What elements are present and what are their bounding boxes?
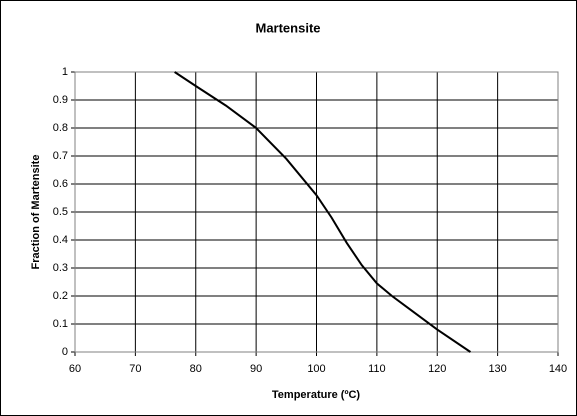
- y-tick-label: 0.9: [53, 94, 68, 106]
- x-tick-label: 120: [428, 363, 446, 375]
- y-axis-label: Fraction of Martensite: [30, 155, 42, 270]
- x-tick-label: 80: [190, 363, 202, 375]
- x-tick-label: 70: [129, 363, 141, 375]
- y-tick-label: 0.3: [53, 262, 68, 274]
- data-line: [174, 71, 472, 353]
- y-tick-label: 0.4: [53, 234, 68, 246]
- y-tick-label: 0.7: [53, 150, 68, 162]
- chart-title: Martensite: [255, 20, 320, 35]
- x-tick-label: 90: [250, 363, 262, 375]
- x-tick-label: 140: [549, 363, 567, 375]
- y-tick-label: 0.8: [53, 122, 68, 134]
- y-tick-label: 0.5: [53, 206, 68, 218]
- y-tick-label: 0.6: [53, 178, 68, 190]
- x-tick-label: 100: [307, 363, 325, 375]
- y-tick-label: 0.1: [53, 318, 68, 330]
- plot-border: [74, 71, 559, 353]
- x-tick-label: 130: [488, 363, 506, 375]
- x-tick-label: 110: [368, 363, 386, 375]
- y-tick-label: 0: [62, 346, 68, 358]
- x-axis-label: Temperature (ºC): [272, 389, 360, 401]
- y-tick-label: 1: [62, 66, 68, 78]
- x-tick-label: 60: [69, 363, 81, 375]
- y-tick-label: 0.2: [53, 290, 68, 302]
